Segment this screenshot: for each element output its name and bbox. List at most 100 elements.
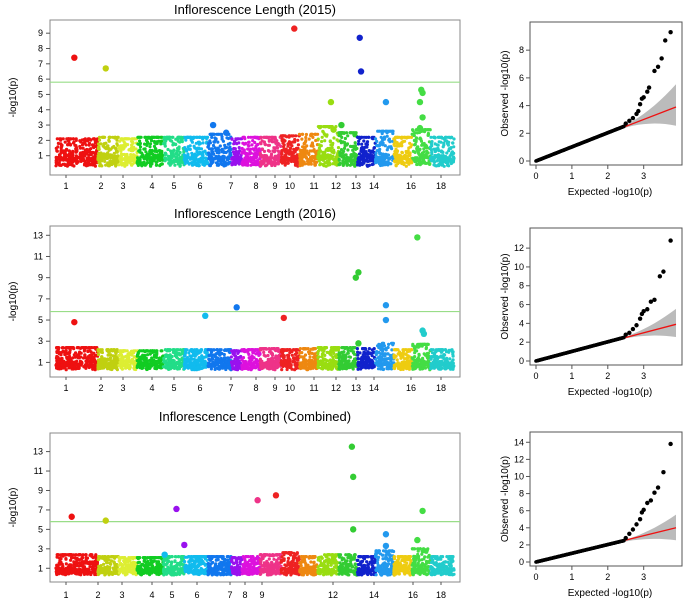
snp-point [66,161,70,166]
snp-point [317,143,321,147]
snp-point [120,163,124,167]
snp-point [125,137,129,141]
chromosome-label: 14 [369,383,379,393]
snp-point [117,353,121,358]
snp-point [112,151,116,155]
snp-point [137,160,141,164]
snp-point [432,135,436,139]
chromosome-label: 8 [253,181,258,191]
snp-point [158,356,162,360]
snp-point [357,156,361,160]
y-tick-label: 3 [38,120,43,130]
snp-point [387,145,391,149]
significant-snp-point [416,98,424,106]
snp-point [143,363,147,367]
snp-point [410,161,414,165]
snp-point [163,144,167,148]
snp-point [250,143,254,147]
snp-point [164,139,168,143]
snp-point [430,152,434,156]
snp-point [374,151,378,155]
snp-point [131,148,135,152]
y-tick-label: 1 [38,357,43,367]
snp-point [295,357,299,361]
snp-point [109,353,113,357]
panel-title-2016: Inflorescence Length (2016) [174,206,336,221]
snp-point [143,147,147,151]
snp-point [284,364,288,368]
significant-snp-point [291,25,298,32]
snp-point [127,364,132,368]
snp-point [286,358,290,362]
snp-point [304,135,308,140]
snp-point [347,355,351,359]
snp-point [98,365,102,369]
snp-point [229,153,233,157]
snp-point [222,156,226,160]
snp-point [425,149,429,153]
snp-point [82,163,87,167]
snp-point [269,365,273,370]
snp-point [192,135,196,139]
snp-point [422,128,426,132]
snp-point [306,359,310,363]
snp-point [363,153,367,157]
snp-point [124,156,128,160]
y-axis-label: -log10(p) [8,77,19,117]
snp-point [121,157,125,161]
snp-point [349,159,353,163]
snp-point [75,147,79,152]
y-tick-label: 13 [33,230,43,240]
snp-point [262,135,266,139]
snp-point [125,358,129,362]
snp-point [356,163,360,167]
snp-point [102,359,106,364]
snp-point [299,363,303,367]
snp-point [279,354,283,358]
snp-point [110,146,114,150]
snp-point [394,147,398,151]
snp-point [76,353,81,357]
snp-point [266,361,270,365]
snp-point [71,151,75,155]
snp-point [97,135,102,139]
chromosome-label: 3 [120,181,125,191]
snp-point [147,135,151,139]
snp-point [80,138,84,142]
snp-point [83,347,87,351]
chromosome-5-points [161,135,186,168]
snp-point [147,155,151,159]
snp-point [196,360,200,365]
snp-point [290,134,295,138]
snp-point [302,142,306,146]
snp-point [353,131,357,135]
snp-point [327,155,331,159]
snp-point [267,350,272,354]
snp-point [252,365,256,369]
snp-point [318,126,322,130]
snp-point [78,350,82,354]
snp-point [107,350,111,354]
snp-point [224,367,228,372]
snp-point [145,152,149,156]
snp-point [414,159,418,164]
snp-point [321,130,325,134]
snp-point [66,359,70,363]
snp-point [163,156,168,160]
snp-point [328,367,332,371]
snp-point [320,135,324,139]
snp-point [237,146,241,150]
snp-point [320,352,324,356]
snp-point [295,158,299,162]
snp-point [223,363,227,367]
significant-snp-point [330,126,337,133]
snp-point [249,163,253,167]
snp-point [232,139,237,143]
snp-point [86,349,90,354]
snp-point [171,141,175,145]
snp-point [140,164,144,168]
y-tick-label: 3 [38,336,43,346]
snp-point [325,359,330,363]
snp-point [201,158,205,162]
